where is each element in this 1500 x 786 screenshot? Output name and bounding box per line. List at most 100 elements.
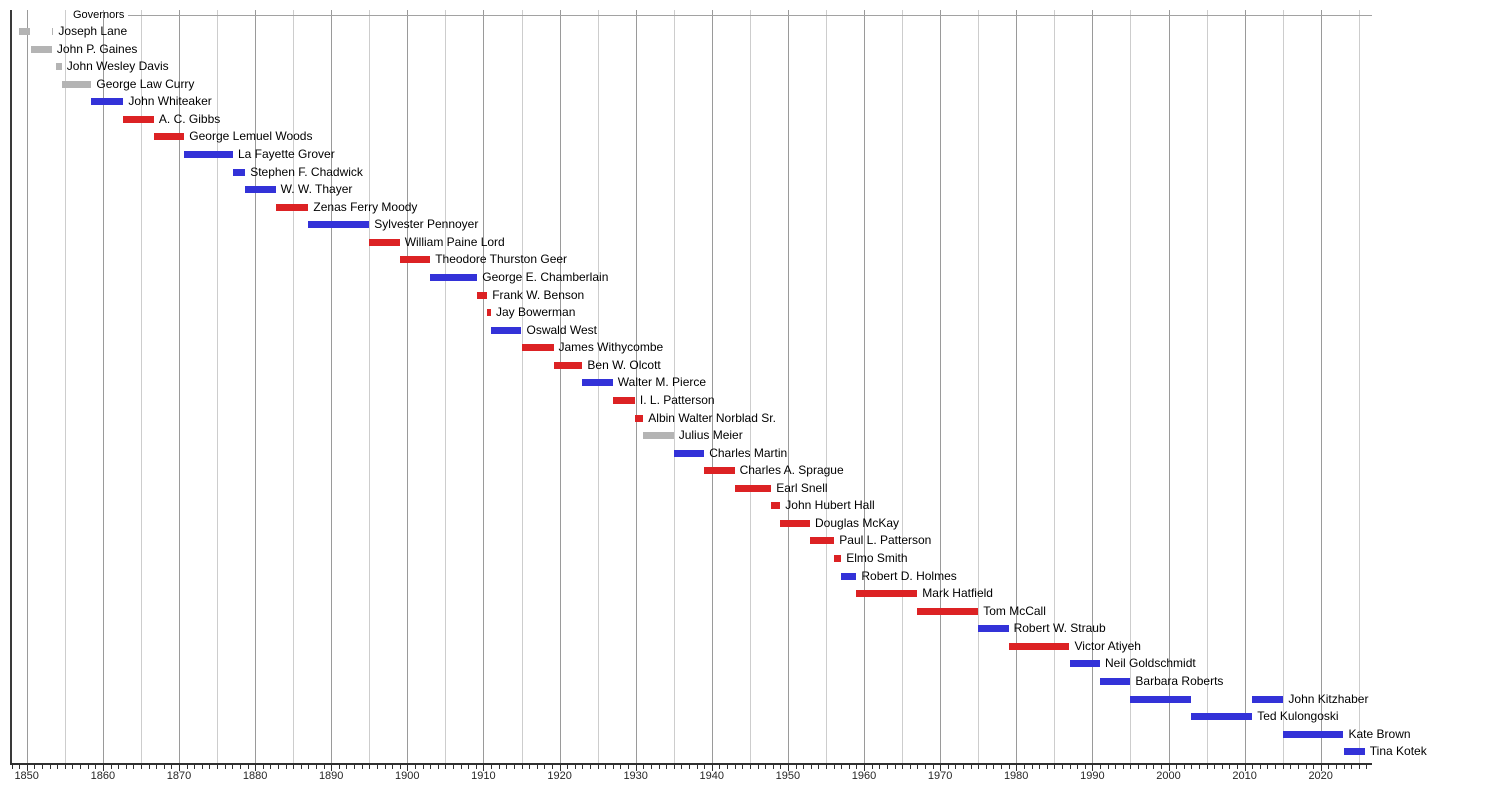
x-tick-1877 [232,765,234,769]
governor-label: John Hubert Hall [785,498,875,513]
x-tick-1902 [422,765,424,769]
governor-label: Joseph Lane [58,24,128,38]
x-tick-2021 [1328,765,1330,769]
governor-bar [430,273,478,281]
x-tick-1858 [87,765,89,769]
governor-bar [184,151,233,158]
x-tick-1958 [848,765,850,769]
governor-label: Robert W. Straub [1013,621,1106,636]
gridline-1950 [787,10,789,764]
x-tick-1954 [818,765,820,769]
gridline-1940 [711,10,713,764]
x-tick-1863 [125,765,127,769]
x-tick-1943 [734,765,736,769]
x-tick-1880 [255,765,257,771]
governor-label: John Whiteaker [128,94,212,109]
x-tick-1868 [163,765,165,769]
x-tick-2002 [1183,765,1185,769]
governor-label: George Lemuel Woods [189,129,313,144]
x-tick-1934 [666,765,668,769]
governor-label: A. C. Gibbs [158,111,221,126]
governor-label: Albin Walter Norblad Sr. [648,410,776,425]
gridline-1990 [1092,10,1094,764]
x-tick-1865 [140,765,142,769]
governor-bar [810,537,835,545]
x-tick-1871 [186,765,188,769]
governor-bar [612,396,635,404]
gridline-1850 [26,10,28,764]
governor-label: Elmo Smith [846,551,908,565]
x-tick-1898 [392,765,394,769]
x-tick-1920 [559,765,561,771]
x-tick-1925 [597,765,599,769]
x-tick-1993 [1115,765,1117,769]
governor-bar [673,449,705,457]
plot-left-border [10,10,12,764]
x-tick-1950 [787,765,789,771]
chart-title: Governors [73,9,125,21]
x-tick-1982 [1031,765,1033,769]
x-tick-label-1980: 1980 [1003,770,1029,782]
x-tick-label-2020: 2020 [1308,770,1333,782]
governor-label: Barbara Roberts [1135,673,1224,688]
governor-bar [19,28,31,35]
x-tick-1856 [72,765,74,769]
x-tick-1974 [970,765,972,769]
gridline-1860 [102,10,104,764]
gridline-1920 [559,10,561,764]
x-tick-label-1900: 1900 [395,770,420,782]
x-tick-1914 [513,765,515,769]
x-tick-1985 [1054,765,1056,769]
x-tick-1848 [11,765,13,769]
x-tick-2015 [1282,765,1284,769]
x-tick-1991 [1100,765,1101,769]
x-tick-1905 [445,765,447,769]
x-tick-1997 [1145,765,1147,769]
x-tick-2024 [1351,765,1353,769]
governor-bar [1283,730,1344,738]
gridline-1880 [255,10,257,764]
governor-label: Paul L. Patterson [839,533,932,548]
governor-bar [1130,695,1192,703]
x-tick-1901 [414,765,416,769]
x-tick-1940 [711,765,713,771]
x-tick-label-1910: 1910 [471,770,496,782]
x-tick-1875 [217,765,218,769]
x-tick-1913 [506,765,508,769]
x-tick-2007 [1221,765,1223,769]
governor-bar [153,133,185,141]
x-tick-1891 [338,765,340,769]
x-tick-1872 [194,765,196,769]
x-tick-1988 [1077,765,1079,769]
governor-label: Sylvester Pennoyer [374,217,479,232]
x-tick-1851 [34,765,36,769]
governor-bar [61,80,92,88]
x-tick-1859 [95,765,97,769]
x-tick-1971 [947,765,949,769]
governor-label: Theodore Thurston Geer [435,252,568,267]
gridline-2025 [1358,10,1360,764]
x-tick-1949 [780,765,782,769]
gridline-1935 [673,10,675,764]
x-tick-1884 [285,765,287,769]
x-tick-label-1860: 1860 [90,770,116,782]
x-tick-2004 [1198,765,1200,769]
governor-bar [1008,642,1070,650]
x-tick-1924 [590,765,591,769]
x-tick-1992 [1107,765,1109,769]
x-tick-2026 [1366,765,1368,769]
x-tick-1945 [749,765,751,769]
x-tick-1935 [673,765,675,769]
x-tick-1906 [453,765,454,769]
governor-label: Tom McCall [983,603,1046,618]
x-tick-1933 [658,765,660,769]
x-tick-label-1950: 1950 [775,770,801,782]
x-tick-2017 [1297,765,1299,769]
x-tick-1999 [1160,765,1162,769]
x-tick-1979 [1008,765,1010,769]
x-tick-1887 [308,765,310,769]
governor-bar [734,484,772,492]
x-tick-1976 [985,765,987,769]
x-tick-1932 [650,765,652,769]
